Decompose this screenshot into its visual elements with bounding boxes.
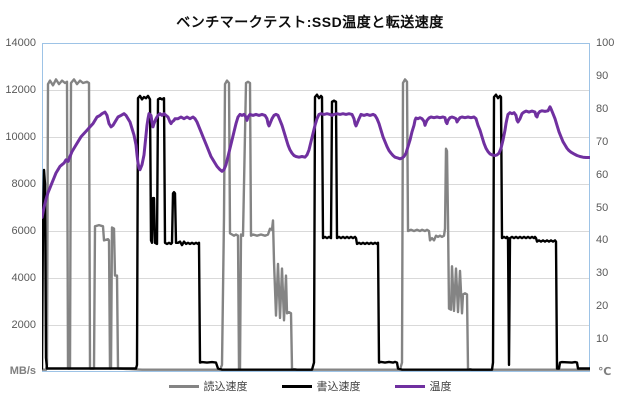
legend: 読込速度 書込速度 温度 [0,378,620,394]
plot-svg [42,43,590,372]
legend-label: 書込速度 [316,381,361,393]
left-axis-tick-label: 12000 [5,84,36,96]
right-axis-tick-label: 90 [596,69,609,82]
right-axis-tick-label: 10 [596,333,609,346]
left-axis-tick-label: 14000 [5,37,36,49]
legend-item-temperature-series: 温度 [394,378,452,394]
write-speed-series [42,93,590,371]
plot-area [42,43,590,372]
legend-line-swatch [394,384,425,388]
right-axis-tick-label: 40 [596,234,609,247]
chart-title: ベンチマークテスト:SSD温度と転送速度 [176,14,444,30]
series-lines [42,78,590,371]
legend-line-swatch [168,384,199,388]
right-axis-unit: ℃ [598,366,612,378]
right-axis-tick-label: 80 [596,102,609,115]
legend-item-write-speed-series: 書込速度 [281,378,361,394]
left-axis-tick-label: 10000 [5,131,36,143]
left-axis-tick-label: 4000 [11,272,36,284]
legend-item-read-speed-series: 読込速度 [168,378,248,394]
right-axis-tick-label: 20 [596,300,609,313]
plot-border [42,43,590,372]
left-axis-unit: MB/s [9,365,36,377]
right-axis-tick-label: 70 [596,135,609,148]
legend-label: 読込速度 [203,381,248,393]
left-axis-tick-label: 2000 [11,319,36,331]
left-axis-tick-label: 6000 [11,225,36,237]
legend-line-swatch [281,384,312,388]
left-axis-tick-label: 8000 [11,178,36,190]
right-axis-tick-label: 100 [596,37,615,49]
right-axis-tick-label: 30 [596,267,609,280]
temperature-series [42,105,590,219]
right-axis-tick-label: 60 [596,168,609,181]
right-axis-tick-label: 50 [596,201,609,214]
read-speed-series [42,78,590,371]
legend-label: 温度 [429,381,452,393]
